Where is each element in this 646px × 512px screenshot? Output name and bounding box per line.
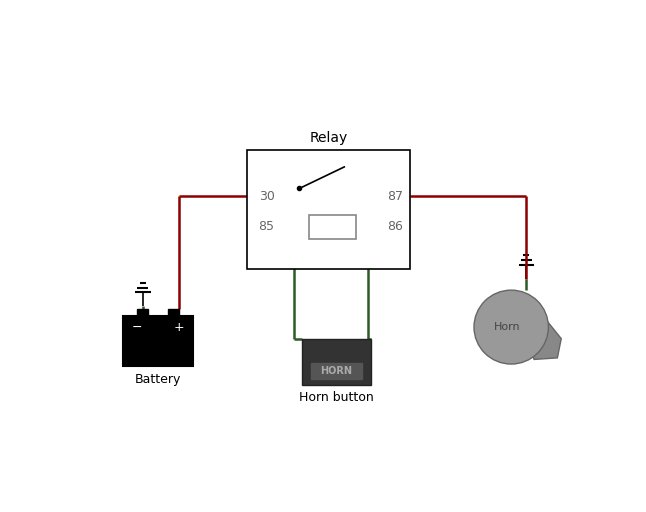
Bar xyxy=(309,216,356,239)
Text: Horn button: Horn button xyxy=(299,391,374,404)
Text: Horn: Horn xyxy=(494,322,521,332)
Text: 86: 86 xyxy=(387,221,402,233)
Text: +: + xyxy=(174,321,185,334)
Text: HORN: HORN xyxy=(320,366,353,376)
Text: 87: 87 xyxy=(387,189,403,203)
Polygon shape xyxy=(526,315,561,359)
Text: Relay: Relay xyxy=(309,131,348,144)
Bar xyxy=(123,315,193,366)
Text: Battery: Battery xyxy=(135,373,182,386)
Text: 30: 30 xyxy=(258,189,275,203)
Bar xyxy=(302,338,371,385)
Text: 85: 85 xyxy=(258,221,275,233)
Circle shape xyxy=(474,290,548,364)
Text: −: − xyxy=(132,321,143,334)
Bar xyxy=(247,150,410,269)
Bar xyxy=(311,364,362,379)
Bar xyxy=(138,309,148,317)
Bar xyxy=(169,309,179,317)
